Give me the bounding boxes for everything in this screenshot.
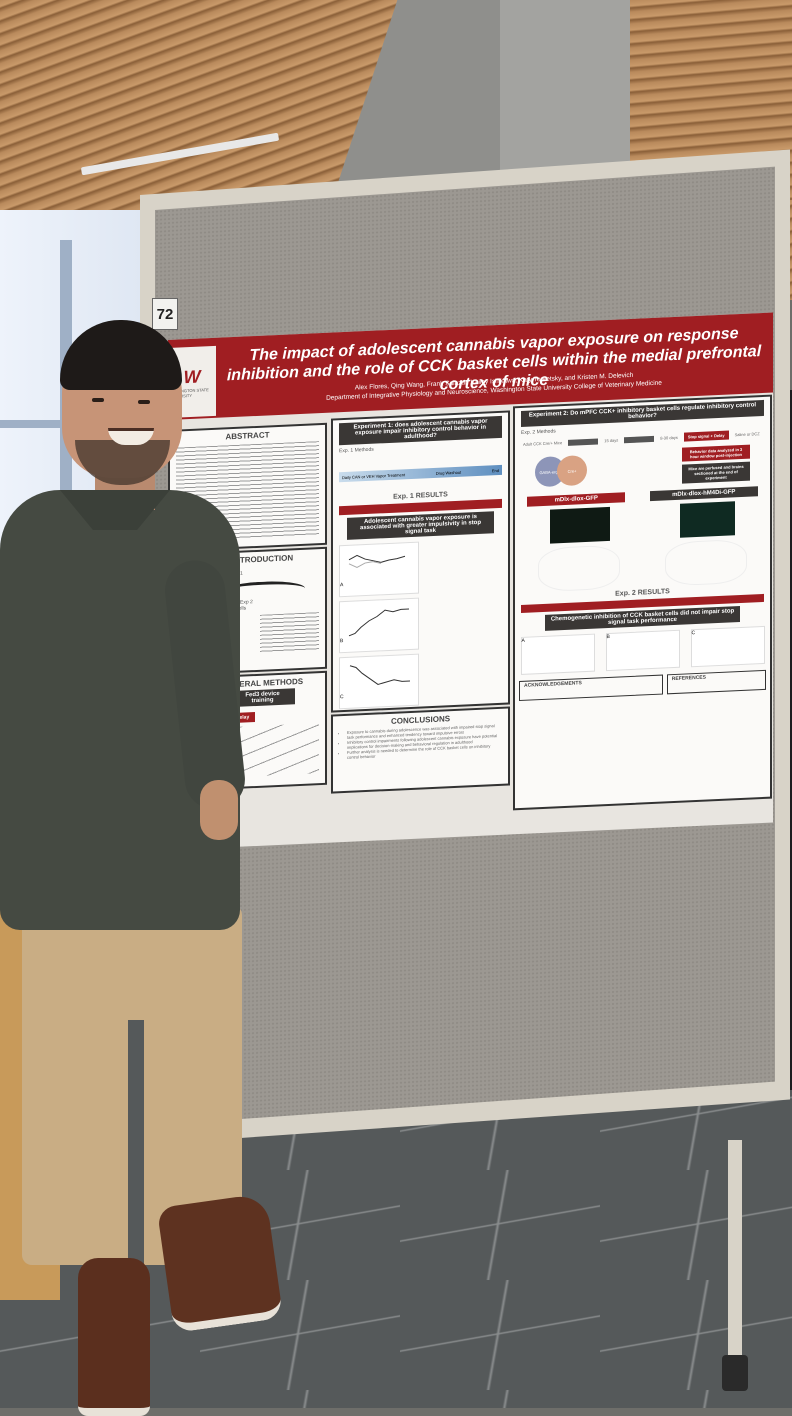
callout-perfusion: Mice are perfused and brains sectioned a… [682, 461, 750, 484]
exp1-timeline: Daily CAN or VEH Vapor Treatment Drug Wa… [339, 464, 502, 483]
presenter-left-boot [78, 1258, 150, 1416]
window-bar [0, 420, 70, 428]
presenter-hand [200, 780, 238, 840]
experiment-1-panel: Experiment 1: does adolescent cannabis v… [331, 410, 510, 766]
figure-panel-a: A [339, 541, 419, 598]
exp2-figure-a: A [520, 633, 595, 675]
board-leg [728, 1140, 742, 1390]
references-box: REFERENCES [666, 669, 766, 695]
brain-atlas-hm4di [665, 538, 748, 587]
intro-text [260, 612, 319, 653]
hm4di-micrograph [680, 501, 735, 538]
leg-gap [128, 1020, 144, 1265]
booth-number-tag: 72 [152, 298, 178, 330]
cougar-logo-icon: W [183, 366, 201, 387]
presenter-smile [108, 428, 154, 445]
mice-label: Adult CCK Cre/+ Mice [523, 440, 563, 447]
exp1-result-statement: Adolescent cannabis vapor exposure is as… [347, 511, 494, 540]
acknowledgements-box: ACKNOWLEDGEMENTS [519, 674, 663, 702]
exp2-figure-b: B [605, 629, 680, 672]
timeline-treatment: Daily CAN or VEH Vapor Treatment [342, 471, 406, 480]
presenter-eye-left [92, 398, 104, 402]
exp2-figures: A B C [515, 624, 770, 678]
board-wheel [722, 1355, 748, 1391]
arrow-icon [624, 435, 655, 443]
exp1-question: Experiment 1: does adolescent cannabis v… [339, 415, 502, 446]
timeline-end: End [491, 467, 499, 473]
arrow-icon [568, 437, 599, 446]
callout-behavior: Behavior data analyzed in 3 hour window … [682, 444, 750, 462]
duration-8-30-days: 8-30 days [660, 434, 678, 441]
timeline-washout: Drug Washout [435, 469, 462, 476]
venn-diagram: GABA-ergic Cre+ Behavior data analyzed i… [535, 444, 750, 491]
conclusions-panel: CONCLUSIONS Exposure to cannabis during … [331, 706, 510, 794]
duration-15-days: 15 days [604, 437, 619, 444]
presenter-eye-right [138, 400, 150, 404]
figure-panel-c: C [339, 653, 419, 710]
conclusions-list: Exposure to cannabis during adolescence … [347, 723, 502, 760]
saline-dcz-label: Saline or DCZ [734, 431, 760, 438]
venn-cre: Cre+ [557, 454, 587, 487]
brain-atlas-gfp [537, 544, 620, 593]
experiment-2-panel: Experiment 2: Do mPFC CCK+ inhibitory ba… [513, 394, 772, 811]
exp1-figures: A B C D [333, 536, 508, 768]
gfp-micrograph [550, 506, 610, 544]
exp2-figure-c: C [690, 625, 765, 668]
presenter-right-boot [156, 1192, 284, 1334]
stop-signal-delay-label: Stop signal + Delay [683, 430, 729, 442]
figure-panel-b: B [339, 597, 419, 654]
research-poster: W WASHINGTON STATE UNIVERSITY The impact… [168, 312, 773, 850]
methods-diagram [240, 723, 319, 777]
